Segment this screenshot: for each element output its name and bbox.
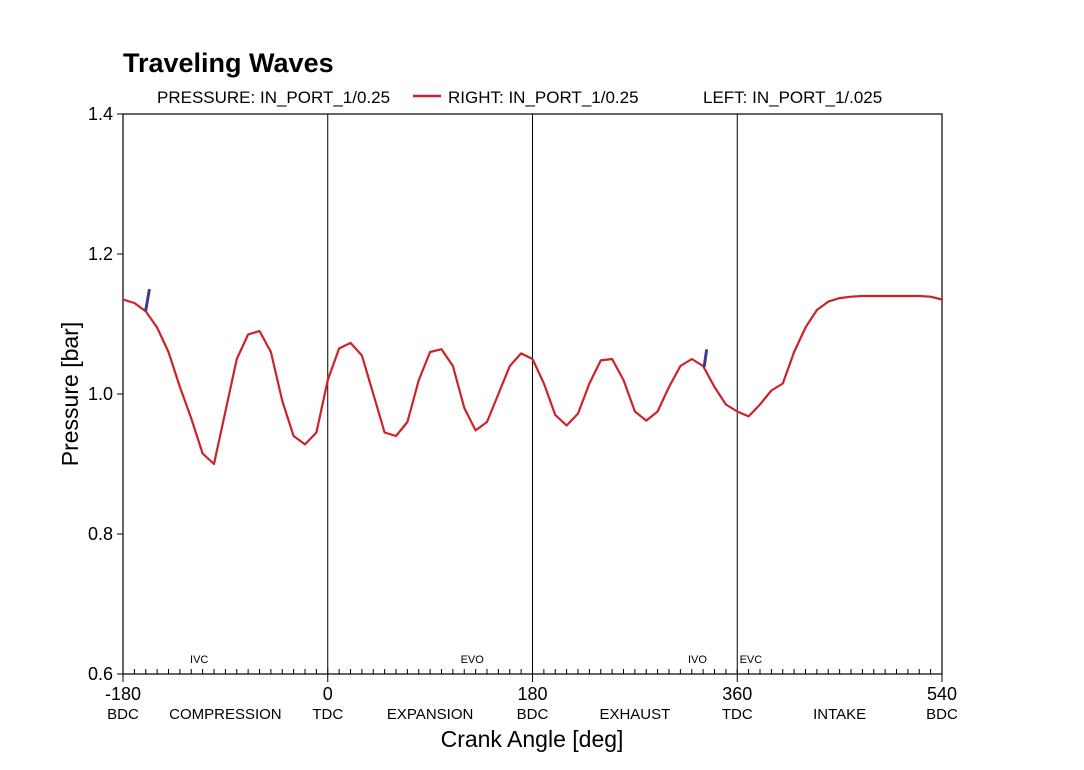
x-tick-label: 360 — [722, 684, 752, 704]
y-axis-title: Pressure [bar] — [57, 322, 83, 466]
event-label-ivc: IVC — [190, 654, 208, 666]
x-tick-sublabel: TDC — [722, 706, 753, 723]
x-tick-label: 540 — [927, 684, 957, 704]
stroke-label-compression: COMPRESSION — [169, 706, 282, 723]
y-tick-label: 0.8 — [88, 524, 113, 544]
x-tick-sublabel: TDC — [312, 706, 343, 723]
event-label-evc: EVC — [740, 654, 763, 666]
stroke-divider-lines — [327, 114, 738, 674]
legend-item-2: LEFT: IN_PORT_1/.025 — [703, 88, 882, 107]
x-tick-sublabel: BDC — [926, 706, 958, 723]
x-tick-label: -180 — [105, 684, 141, 704]
y-tick-label: 1.4 — [88, 104, 113, 124]
x-tick-label: 180 — [517, 684, 547, 704]
series-line-left-1 — [144, 288, 151, 312]
series-line-left-2 — [702, 349, 708, 368]
event-label-evo: EVO — [461, 654, 485, 666]
stroke-label-exhaust: EXHAUST — [599, 706, 670, 723]
x-tick-label: 0 — [323, 684, 333, 704]
x-tick-sublabel: BDC — [517, 706, 549, 723]
chart-title: Traveling Waves — [123, 48, 334, 78]
legend: PRESSURE: IN_PORT_1/0.25 RIGHT: IN_PORT_1… — [157, 88, 882, 107]
series-layer — [121, 288, 944, 466]
stroke-label-intake: INTAKE — [813, 706, 866, 723]
stroke-labels: COMPRESSION EXPANSION EXHAUST INTAKE — [169, 706, 866, 723]
valve-event-labels: IVC EVO IVO EVC — [190, 654, 762, 666]
stroke-label-expansion: EXPANSION — [387, 706, 473, 723]
legend-item-0: PRESSURE: IN_PORT_1/0.25 — [157, 88, 390, 107]
x-axis: -180 BDC 0 TDC 180 BDC 360 TDC 540 BDC — [105, 669, 958, 723]
y-tick-label: 0.6 — [88, 664, 113, 684]
y-tick-label: 1.0 — [88, 384, 113, 404]
x-tick-sublabel: BDC — [107, 706, 139, 723]
y-axis: 0.6 0.8 1.0 1.2 1.4 — [88, 104, 123, 684]
y-tick-label: 1.2 — [88, 244, 113, 264]
x-axis-title: Crank Angle [deg] — [441, 726, 624, 752]
legend-item-1: RIGHT: IN_PORT_1/0.25 — [448, 88, 639, 107]
series-line-right — [121, 294, 944, 466]
event-label-ivo: IVO — [688, 654, 707, 666]
